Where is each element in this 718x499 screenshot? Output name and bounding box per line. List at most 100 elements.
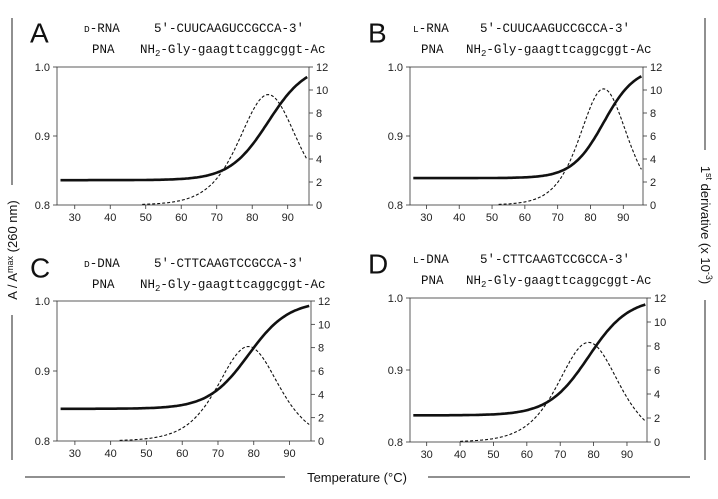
x-tick-label: 50: [486, 212, 498, 224]
strand2-label-b: PNA: [421, 43, 444, 57]
derivative-curve-b: [498, 88, 642, 205]
strand2-seq-pre: NH: [140, 43, 155, 57]
y-right-tick-label: 10: [318, 319, 330, 331]
x-tick-label: 80: [584, 212, 596, 224]
y-left-tick-label: 0.9: [388, 131, 403, 143]
y-left-tick-label: 0.9: [35, 131, 50, 143]
x-tick-label: 70: [211, 212, 223, 224]
x-tick-label: 70: [552, 212, 564, 224]
strand2-sequence-d: NH2-Gly-gaagttcaggcggt-Ac: [466, 274, 651, 290]
y-right-tick-label: 4: [650, 154, 656, 166]
strand1-suffix: -DNA: [90, 257, 121, 271]
strand1-prefix: D: [84, 24, 90, 35]
strand2-seq-pre: NH: [140, 278, 155, 292]
strand1-label-a: D-RNA: [84, 22, 120, 36]
strand1-sequence-d: 5'-CTTCAAGTCCGCCA-3': [480, 253, 630, 267]
panel-c: C D-DNA 5'-CTTCAAGTCCGCCA-3'PNA NH2-Gly-gaa…: [30, 252, 330, 460]
y-left-tick-label: 1.0: [35, 62, 50, 74]
strand1-sequence-a: 5'-CUUCAAGUCCGCCA-3': [154, 22, 304, 36]
x-tick-label: 70: [212, 448, 224, 460]
x-tick-label: 80: [248, 448, 260, 460]
strand2-label-c: PNA: [92, 278, 115, 292]
y-right-tick-label: 12: [654, 293, 666, 305]
y-left-tick-label: 0.9: [388, 365, 403, 377]
strand1-suffix: -RNA: [90, 22, 121, 36]
strand1-label-c: D-DNA: [84, 257, 120, 271]
y-right-axis-title: 1st derivative (x 10-3): [698, 166, 714, 284]
absorbance-curve-d: [413, 303, 646, 417]
strand2-label-a: PNA: [92, 43, 115, 57]
y-right-tick-label: 0: [316, 200, 322, 212]
strand1-label-d: L-DNA: [413, 253, 449, 267]
y-right-tick-label: 8: [654, 341, 660, 353]
derivative-curve-d: [460, 341, 646, 442]
y-right-tick-label: 8: [318, 343, 324, 355]
y-right-tick-label: 6: [654, 365, 660, 377]
y-right-tick-label: 12: [650, 62, 662, 74]
y-left-tick-label: 0.8: [388, 200, 403, 212]
panel-letter-c: C: [30, 252, 50, 283]
y-right-tick-label: 12: [316, 62, 328, 74]
strand2-sequence-a: NH2-Gly-gaagttcaggcggt-Ac: [140, 43, 325, 59]
y-right-tick-label: 12: [318, 296, 330, 308]
panel-letter-d: D: [368, 248, 388, 279]
absorbance-curve-c: [60, 304, 310, 411]
y-right-tick-label: 4: [316, 154, 322, 166]
strand2-seq-sub: 2: [155, 284, 160, 294]
y-left-tick-label: 1.0: [35, 296, 50, 308]
strand2-sequence-b: NH2-Gly-gaagttcaggcggt-Ac: [466, 43, 651, 59]
x-tick-label: 50: [487, 449, 499, 461]
strand2-seq-post: -Gly-gaagttcaggcggt-Ac: [486, 274, 651, 288]
x-tick-label: 30: [420, 212, 432, 224]
y-right-tick-label: 0: [650, 200, 656, 212]
y-left-tick-label: 0.8: [388, 437, 403, 449]
y-right-tick-label: 2: [316, 177, 322, 189]
y-right-tick-label: 2: [318, 413, 324, 425]
strand1-suffix: -RNA: [419, 22, 450, 36]
y-right-tick-label: 0: [654, 437, 660, 449]
strand2-seq-sub: 2: [155, 49, 160, 59]
plot-frame-c: [56, 300, 312, 442]
strand2-seq-post: -Gly-gaagttcaggcggt-Ac: [486, 43, 651, 57]
x-tick-label: 80: [587, 449, 599, 461]
x-tick-label: 40: [453, 212, 465, 224]
y-right-tick-label: 8: [650, 108, 656, 120]
panel-letter-b: B: [368, 17, 387, 48]
y-right-tick-label: 2: [650, 177, 656, 189]
y-left-tick-label: 0.8: [35, 436, 50, 448]
y-right-tick-label: 4: [654, 389, 660, 401]
y-right-tick-label: 6: [318, 366, 324, 378]
x-tick-label: 90: [621, 449, 633, 461]
x-tick-label: 40: [105, 448, 117, 460]
x-tick-label: 90: [283, 448, 295, 460]
y-left-axis-title: A / Amax (260 nm): [5, 200, 20, 299]
plot-frame-a: [56, 66, 310, 206]
y-right-tick-label: 6: [650, 131, 656, 143]
strand2-seq-pre: NH: [466, 274, 481, 288]
x-tick-label: 40: [454, 449, 466, 461]
x-tick-label: 60: [519, 212, 531, 224]
strand1-sequence-b: 5'-CUUCAAGUCCGCCA-3': [480, 22, 630, 36]
panel-d: D L-DNA 5'-CTTCAAGTCCGCCA-3' PNA NH2-Gly-gaa…: [368, 248, 666, 461]
plot-frame-b: [409, 66, 644, 206]
derivative-curve-c: [119, 345, 310, 441]
y-right-tick-label: 10: [650, 85, 662, 97]
strand2-sequence-c: NH2-Gly-gaagttcaggcggt-Ac: [140, 278, 325, 294]
strand2-seq-pre: NH: [466, 43, 481, 57]
strand2-label-d: PNA: [421, 274, 444, 288]
x-tick-label: 90: [282, 212, 294, 224]
y-right-tick-label: 6: [316, 131, 322, 143]
strand2-seq-post: -Gly-gaagttcaggcggt-Ac: [160, 43, 325, 57]
panel-a: A D-RNA 5'-CUUCAAGUCCGCCA-3'PNA NH2-Gly-gaa…: [30, 17, 328, 224]
x-tick-label: 60: [521, 449, 533, 461]
strand1-prefix: L: [413, 24, 419, 35]
y-right-tick-label: 0: [318, 436, 324, 448]
absorbance-curve-b: [413, 75, 643, 180]
y-left-tick-label: 1.0: [388, 293, 403, 305]
strand1-prefix: D: [84, 259, 90, 270]
x-tick-label: 60: [176, 448, 188, 460]
y-left-tick-label: 0.8: [35, 200, 50, 212]
derivative-curve-a: [142, 94, 308, 205]
y-right-tick-label: 10: [654, 317, 666, 329]
